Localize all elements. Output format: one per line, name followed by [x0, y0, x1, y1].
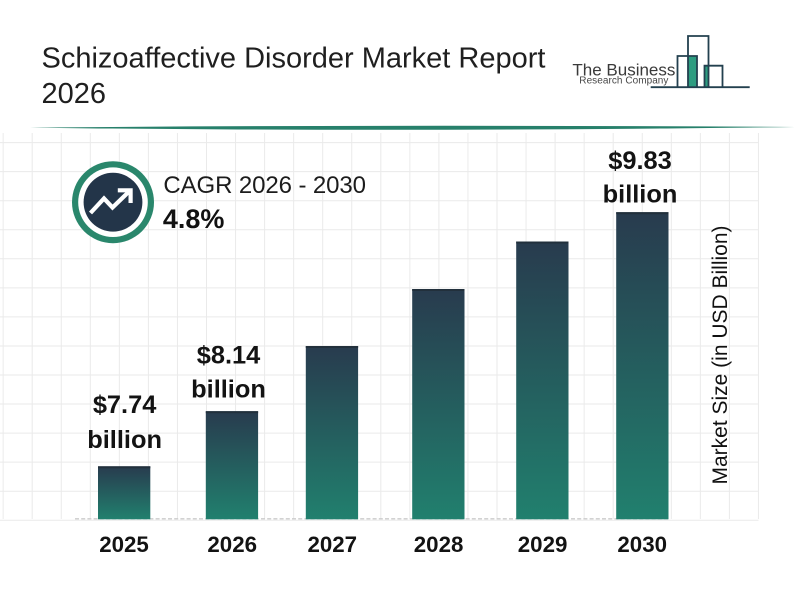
svg-text:Market Size (in USD Billion): Market Size (in USD Billion) — [709, 225, 732, 484]
svg-text:2029: 2029 — [518, 532, 568, 557]
svg-text:$8.14: $8.14 — [197, 342, 261, 370]
svg-text:billion: billion — [191, 375, 266, 403]
svg-text:billion: billion — [603, 181, 678, 209]
svg-text:Schizoaffective Disorder Marke: Schizoaffective Disorder Market Report — [42, 43, 546, 75]
svg-text:The Business: The Business — [572, 60, 675, 79]
svg-text:2026: 2026 — [207, 532, 257, 557]
svg-text:$9.83: $9.83 — [608, 147, 672, 175]
svg-text:2030: 2030 — [617, 532, 667, 557]
svg-text:2027: 2027 — [307, 532, 357, 557]
svg-text:2028: 2028 — [414, 532, 464, 557]
svg-text:2025: 2025 — [99, 532, 149, 557]
svg-text:CAGR 2026 - 2030: CAGR 2026 - 2030 — [163, 172, 366, 199]
svg-text:$7.74: $7.74 — [93, 391, 157, 419]
svg-text:4.8%: 4.8% — [163, 204, 225, 234]
svg-text:2026: 2026 — [42, 78, 107, 110]
svg-text:Research Company: Research Company — [579, 76, 668, 87]
svg-text:billion: billion — [87, 426, 162, 454]
